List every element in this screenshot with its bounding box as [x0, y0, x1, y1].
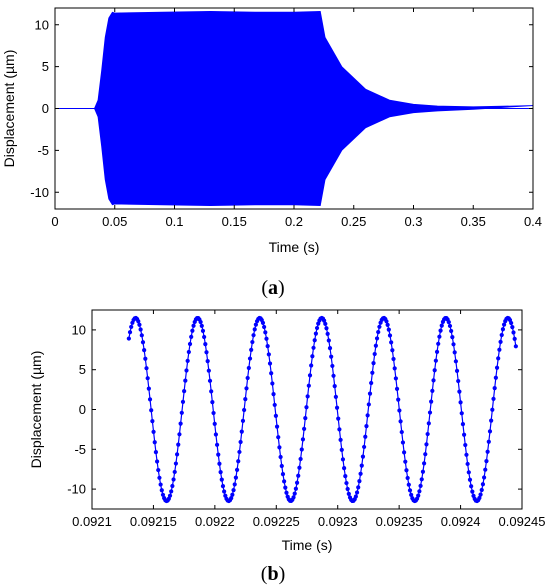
b-y-tick-label: -5: [74, 442, 86, 457]
a-y-tick-label: 10: [35, 17, 49, 32]
b-x-tick-label: 0.0923: [318, 514, 358, 529]
a-x-tick-label: 0: [51, 214, 58, 229]
a-x-tick-label: 0.25: [341, 214, 366, 229]
panel-b-x-axis-label: Time (s): [282, 537, 333, 553]
a-x-tick-label: 0.3: [404, 214, 422, 229]
panel-a-x-axis-label: Time (s): [269, 239, 320, 255]
a-y-tick-label: 5: [42, 59, 49, 74]
panel-a-y-axis: -10 -5 0 5 10: [30, 17, 533, 200]
panel-b-x-axis: 0.0921 0.09215 0.0922 0.09225 0.0923 0.09235 0…: [72, 310, 546, 529]
panel-b-caption: (b): [261, 563, 285, 585]
b-y-tick-label: 0: [79, 402, 86, 417]
b-y-tick-label: 10: [72, 322, 86, 337]
b-y-tick-label: -10: [67, 482, 86, 497]
panel-a-y-axis-label: Displacement (µm): [1, 50, 17, 168]
a-x-tick-label: 0.35: [461, 214, 486, 229]
b-x-tick-label: 0.09235: [376, 514, 423, 529]
a-y-tick-label: -10: [30, 185, 49, 200]
panel-b-plot-frame: [91, 309, 523, 510]
a-y-tick-label: -5: [37, 143, 49, 158]
a-y-tick-label: 0: [42, 101, 49, 116]
panel-a-chart: 0 0.05 0.1 0.15 0.2 0.25 0.3 0.35 0.4 -10-50510 …: [1, 7, 542, 299]
panel-b-data-points: [126, 315, 518, 504]
a-x-tick-label: 0.4: [524, 214, 542, 229]
panel-a-x-axis: 0 0.05 0.1 0.15 0.2 0.25 0.3 0.35 0.4: [51, 8, 542, 229]
a-x-tick-label: 0.05: [102, 214, 127, 229]
a-x-tick-label: 0.2: [285, 214, 303, 229]
panel-b-y-axis: -10 -5 0 5 10: [67, 322, 522, 497]
panel-a-caption: (a): [261, 277, 284, 299]
b-x-tick-label: 0.0922: [195, 514, 235, 529]
b-x-tick-label: 0.0921: [72, 514, 112, 529]
b-y-tick-label: 5: [79, 362, 86, 377]
b-x-tick-label: 0.09245: [499, 514, 546, 529]
panel-b-y-axis-label: Displacement (µm): [28, 351, 44, 469]
b-x-tick-label: 0.0924: [441, 514, 481, 529]
a-x-tick-label: 0.1: [165, 214, 183, 229]
b-x-tick-label: 0.09215: [130, 514, 177, 529]
panel-b-chart: 0.0921 0.09215 0.0922 0.09225 0.0923 0.09235 0…: [28, 309, 546, 585]
b-x-tick-label: 0.09225: [253, 514, 300, 529]
a-x-tick-label: 0.15: [222, 214, 247, 229]
panel-b-series-line: [128, 317, 517, 502]
